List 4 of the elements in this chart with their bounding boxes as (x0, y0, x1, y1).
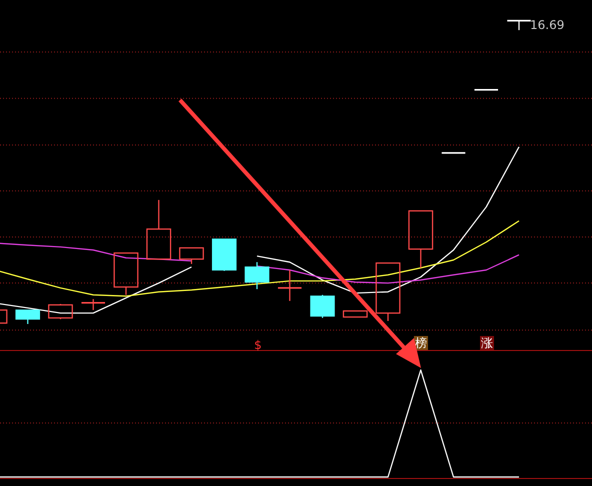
text: 涨 (481, 336, 493, 350)
annotation: 16.69 (530, 18, 564, 32)
text: $ (254, 338, 262, 352)
text: 榜 (415, 336, 427, 350)
